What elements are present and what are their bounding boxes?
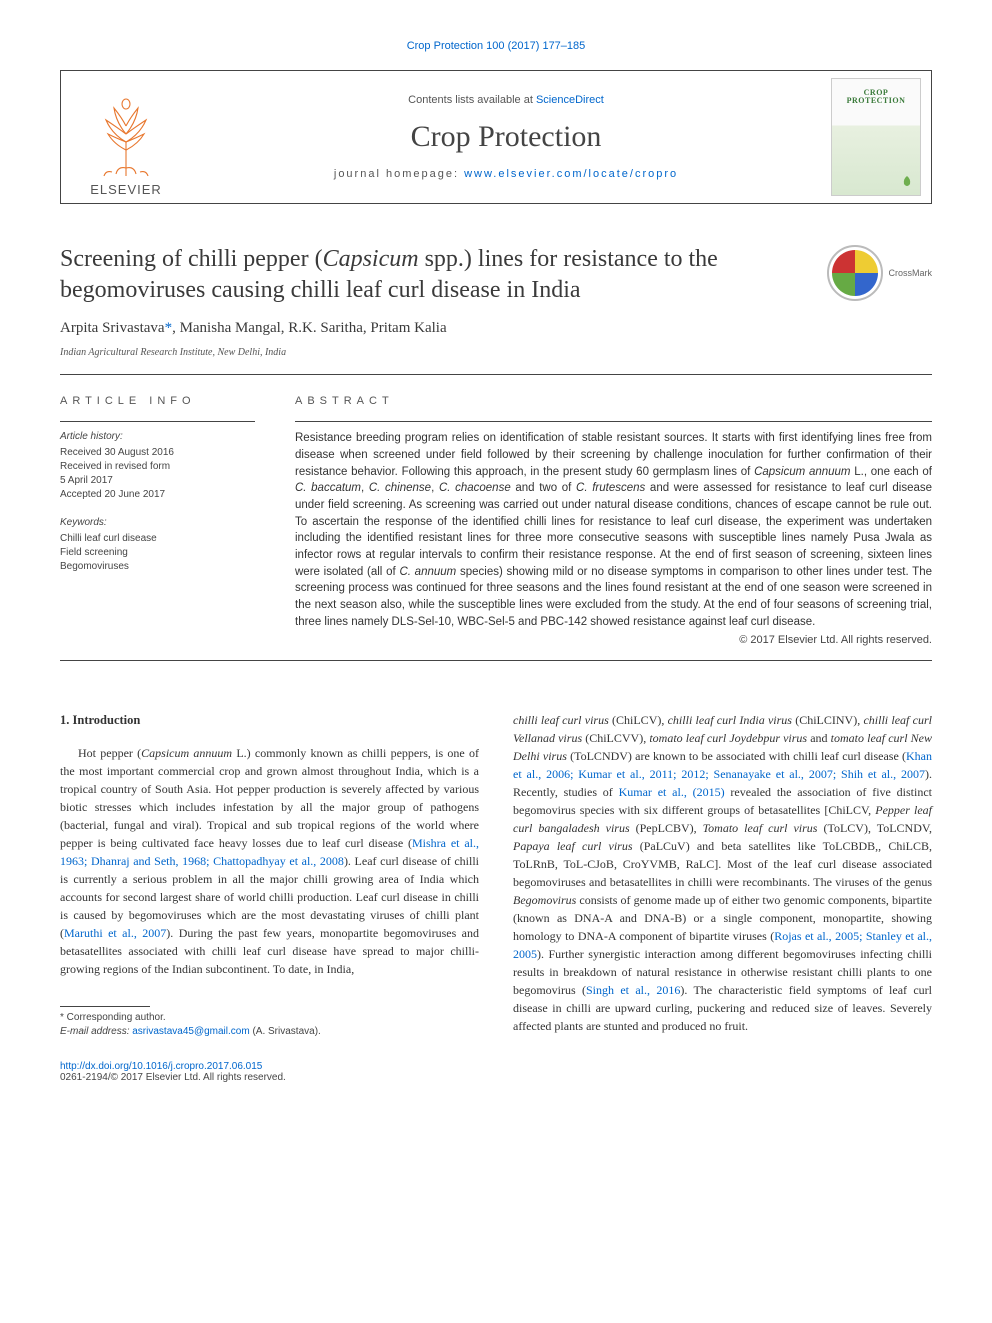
- br-em1: chilli leaf curl virus: [513, 713, 609, 727]
- authors-rest: , Manisha Mangal, R.K. Saritha, Pritam K…: [172, 320, 447, 336]
- author-list: Arpita Srivastava*, Manisha Mangal, R.K.…: [60, 320, 932, 337]
- affiliation: Indian Agricultural Research Institute, …: [60, 347, 932, 358]
- homepage-prefix: journal homepage:: [334, 168, 464, 180]
- crossmark-label: CrossMark: [888, 268, 932, 278]
- title-row: Screening of chilli pepper (Capsicum spp…: [60, 244, 932, 306]
- journal-header: ELSEVIER Contents lists available at Sci…: [60, 70, 932, 204]
- abs-8: and two of: [511, 482, 576, 494]
- history-received: Received 30 August 2016: [60, 446, 255, 460]
- abs-5: C. chinense: [369, 482, 431, 494]
- ref-kumar2015[interactable]: Kumar et al., (2015): [619, 785, 725, 799]
- br-em2: chilli leaf curl India virus: [668, 713, 792, 727]
- br-em4: tomato leaf curl Joydebpur virus: [649, 731, 807, 745]
- cover-thumbnail-block: CROP PROTECTION: [821, 71, 931, 203]
- citation-link[interactable]: Crop Protection 100 (2017) 177–185: [60, 40, 932, 52]
- intro-paragraph-right: chilli leaf curl virus (ChiLCV), chilli …: [513, 711, 932, 1035]
- abs-9: C. frutescens: [576, 482, 645, 494]
- publisher-name: ELSEVIER: [90, 182, 162, 197]
- ref-singh[interactable]: Singh et al., 2016: [586, 983, 680, 997]
- abs-2: L., one each of: [851, 466, 932, 478]
- br-em9: Begomovirus: [513, 893, 576, 907]
- abs-7: C. chacoense: [439, 482, 511, 494]
- author-1: Arpita Srivastava: [60, 320, 165, 336]
- br-h: (PepLCBV),: [630, 821, 703, 835]
- bl-b: L.) commonly known as chilli peppers, is…: [60, 746, 479, 850]
- bl-em1: Capsicum annuum: [141, 746, 232, 760]
- email-label: E-mail address:: [60, 1026, 132, 1037]
- abstract-text: Resistance breeding program relies on id…: [295, 430, 932, 630]
- history-revised-date: 5 April 2017: [60, 474, 255, 488]
- publisher-logo-block: ELSEVIER: [61, 71, 191, 203]
- header-center: Contents lists available at ScienceDirec…: [191, 71, 821, 203]
- info-rule: [60, 421, 255, 422]
- keywords-block: Keywords: Chilli leaf curl disease Field…: [60, 516, 255, 574]
- article-title: Screening of chilli pepper (Capsicum spp…: [60, 244, 806, 306]
- elsevier-tree-icon: [86, 98, 166, 178]
- body-right-column: chilli leaf curl virus (ChiLCV), chilli …: [513, 711, 932, 1039]
- doi-link[interactable]: http://dx.doi.org/10.1016/j.cropro.2017.…: [60, 1061, 262, 1072]
- history-heading: Article history:: [60, 430, 255, 444]
- abs-10: and were assessed for resistance to leaf…: [295, 482, 932, 577]
- abs-3: C. baccatum: [295, 482, 361, 494]
- crossmark-icon: [826, 244, 884, 302]
- abstract-column: ABSTRACT Resistance breeding program rel…: [295, 395, 932, 646]
- crossmark-badge[interactable]: CrossMark: [826, 244, 932, 302]
- section-heading-1: 1. Introduction: [60, 711, 479, 730]
- footnote-separator: [60, 1006, 150, 1007]
- cover-leaf-icon: [900, 175, 914, 189]
- title-part-1: Screening of chilli pepper (: [60, 246, 323, 272]
- keywords-heading: Keywords:: [60, 516, 255, 530]
- copyright-line: © 2017 Elsevier Ltd. All rights reserved…: [295, 634, 932, 646]
- abstract-label: ABSTRACT: [295, 395, 932, 407]
- bl-a: Hot pepper (: [78, 746, 141, 760]
- issn-copyright: 0261-2194/© 2017 Elsevier Ltd. All right…: [60, 1072, 932, 1083]
- author-email[interactable]: asrivastava45@gmail.com: [132, 1026, 249, 1037]
- body-columns: 1. Introduction Hot pepper (Capsicum ann…: [60, 711, 932, 1039]
- keyword-3: Begomoviruses: [60, 560, 255, 574]
- keyword-2: Field screening: [60, 546, 255, 560]
- body-left-column: 1. Introduction Hot pepper (Capsicum ann…: [60, 711, 479, 1039]
- history-accepted: Accepted 20 June 2017: [60, 488, 255, 502]
- abs-1: Capsicum annuum: [754, 466, 850, 478]
- br-a: (ChiLCV),: [609, 713, 668, 727]
- br-e: (ToLCNDV) are known to be associated wit…: [567, 749, 906, 763]
- title-genus: Capsicum: [323, 246, 419, 272]
- abs-6: ,: [431, 482, 439, 494]
- footer-block: http://dx.doi.org/10.1016/j.cropro.2017.…: [60, 1061, 932, 1083]
- br-em8: Papaya leaf curl virus: [513, 839, 633, 853]
- email-line: E-mail address: asrivastava45@gmail.com …: [60, 1025, 479, 1039]
- journal-cover-thumbnail: CROP PROTECTION: [831, 78, 921, 196]
- history-block: Article history: Received 30 August 2016…: [60, 430, 255, 502]
- br-d: and: [807, 731, 831, 745]
- article-info-column: ARTICLE INFO Article history: Received 3…: [60, 395, 255, 646]
- contents-prefix: Contents lists available at: [408, 94, 536, 106]
- email-suffix: (A. Srivastava).: [250, 1026, 321, 1037]
- journal-title: Crop Protection: [191, 120, 821, 154]
- intro-paragraph-left: Hot pepper (Capsicum annuum L.) commonly…: [60, 744, 479, 978]
- ref-maruthi[interactable]: Maruthi et al., 2007: [64, 926, 166, 940]
- article-info-label: ARTICLE INFO: [60, 395, 255, 407]
- br-b: (ChiLCINV),: [792, 713, 864, 727]
- br-em7: Tomato leaf curl virus: [703, 821, 818, 835]
- abs-4: ,: [361, 482, 369, 494]
- cover-title-line2: PROTECTION: [847, 97, 906, 105]
- br-i: (ToLCV), ToLCNDV,: [817, 821, 932, 835]
- br-c: (ChiLCVV),: [582, 731, 649, 745]
- corresponding-marker: *: [165, 320, 173, 336]
- abstract-rule: [295, 421, 932, 422]
- contents-line: Contents lists available at ScienceDirec…: [191, 94, 821, 106]
- info-abstract-row: ARTICLE INFO Article history: Received 3…: [60, 375, 932, 660]
- homepage-link[interactable]: www.elsevier.com/locate/cropro: [464, 168, 678, 180]
- abs-11: C. annuum: [399, 566, 456, 578]
- rule-bottom: [60, 660, 932, 661]
- corresponding-author-note: * Corresponding author.: [60, 1011, 479, 1025]
- keyword-1: Chilli leaf curl disease: [60, 532, 255, 546]
- sciencedirect-link[interactable]: ScienceDirect: [536, 94, 604, 106]
- history-revised-label: Received in revised form: [60, 460, 255, 474]
- homepage-line: journal homepage: www.elsevier.com/locat…: [191, 168, 821, 180]
